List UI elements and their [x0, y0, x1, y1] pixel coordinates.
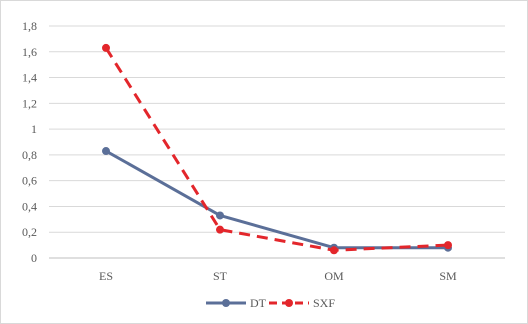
x-tick-label: ST [213, 269, 228, 283]
legend-marker-sxf [285, 299, 293, 307]
legend-marker-dt [222, 299, 230, 307]
grid-lines [49, 25, 505, 259]
legend-label-dt: DT [250, 296, 267, 310]
y-tick-label: 0,2 [22, 225, 37, 239]
data-point-dt [216, 211, 224, 220]
legend: DT SXF [206, 296, 335, 310]
y-tick-label: 1,2 [22, 96, 37, 110]
data-point-sxf [102, 43, 110, 52]
y-tick-label: 0,4 [22, 199, 37, 213]
y-tick-label: 0,8 [22, 148, 37, 162]
x-axis-ticks: ES ST OM SM [99, 269, 457, 283]
y-tick-label: 1 [31, 122, 37, 136]
x-tick-label: SM [439, 269, 457, 283]
x-tick-label: ES [99, 269, 113, 283]
y-tick-label: 0 [31, 251, 37, 265]
y-tick-label: 1,8 [22, 19, 37, 33]
x-tick-label: OM [324, 269, 344, 283]
legend-label-sxf: SXF [313, 296, 335, 310]
data-point-sxf [330, 246, 338, 255]
y-tick-label: 1,6 [22, 45, 37, 59]
series-line-sxf [104, 47, 449, 252]
y-tick-label: 0,6 [22, 174, 37, 188]
data-point-sxf [444, 241, 452, 250]
data-point-sxf [216, 225, 224, 234]
y-tick-label: 1,4 [22, 71, 37, 85]
series-line-dt [105, 149, 448, 250]
data-point-dt [102, 147, 110, 156]
series-group [102, 43, 452, 255]
y-axis-ticks: 0 0,2 0,4 0,6 0,8 1 1,2 1,4 1,6 1,8 [22, 19, 37, 265]
